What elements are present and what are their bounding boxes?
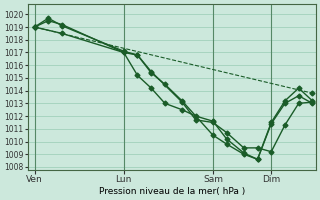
X-axis label: Pression niveau de la mer( hPa ): Pression niveau de la mer( hPa )	[99, 187, 245, 196]
